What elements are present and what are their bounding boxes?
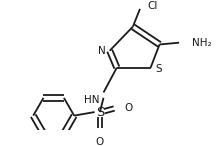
Text: S: S xyxy=(96,106,104,119)
Text: O: O xyxy=(96,137,104,146)
Text: N: N xyxy=(98,46,106,56)
Text: Cl: Cl xyxy=(147,1,157,11)
Text: HN: HN xyxy=(85,95,100,105)
Text: S: S xyxy=(155,64,162,74)
Text: NH₂: NH₂ xyxy=(192,38,211,48)
Text: O: O xyxy=(125,104,133,113)
